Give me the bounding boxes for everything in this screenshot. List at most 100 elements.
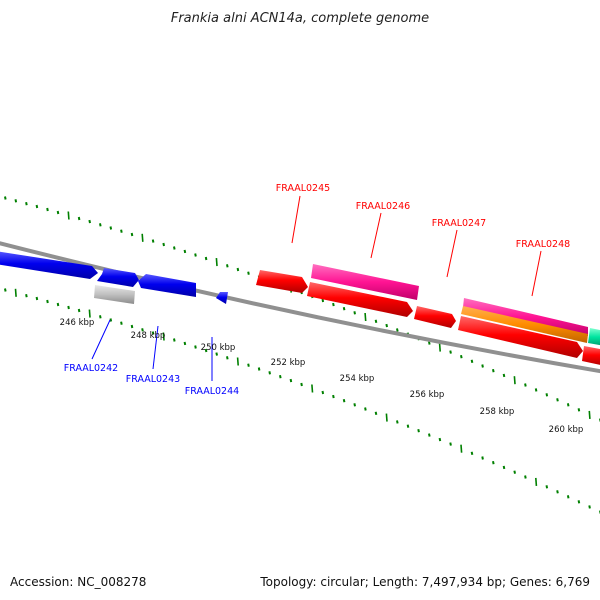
lower-track-minor-tick (99, 315, 102, 319)
upper-track-minor-tick (4, 196, 7, 200)
leader-line-fraal0248 (531, 250, 542, 297)
upper-track-minor-tick (449, 350, 452, 354)
upper-track-minor-tick (556, 398, 559, 402)
tick-label: 246 kbp (60, 318, 95, 328)
pink-feature-fraal0246[interactable] (311, 264, 419, 300)
upper-track-minor-tick (14, 199, 18, 203)
tick-label: 250 kbp (201, 343, 236, 353)
tick-labels: 246 kbp 248 kbp 250 kbp 252 kbp 254 kbp … (60, 318, 584, 435)
gene-feature-fraal0245[interactable] (256, 270, 308, 293)
lower-track-minor-tick (109, 318, 113, 322)
upper-track-major-tick (141, 233, 144, 242)
leader-line-fraal0245 (291, 195, 301, 244)
pink-feature-fraal0248[interactable] (463, 298, 588, 336)
lower-track-minor-tick (342, 399, 346, 403)
upper-track-minor-tick (204, 256, 208, 261)
lower-track-major-tick (14, 288, 17, 297)
lower-track-minor-tick (4, 288, 7, 292)
lower-tick-track (4, 288, 600, 514)
lower-track-minor-tick (151, 331, 155, 335)
lower-track-minor-tick (524, 475, 527, 479)
upper-track-minor-tick (470, 359, 474, 363)
lower-track-minor-tick (513, 470, 516, 474)
genome-summary-text: Topology: circular; Length: 7,497,934 bp… (259, 575, 590, 589)
lower-track-minor-tick (481, 456, 484, 460)
tick-label: 256 kbp (410, 390, 445, 400)
gene-label-fraal0247[interactable]: FRAAL0247 (432, 218, 486, 229)
gene-feature-fraal0244[interactable] (216, 292, 228, 304)
lower-track-minor-tick (279, 375, 282, 379)
lower-track-minor-tick (417, 429, 420, 433)
upper-track-minor-tick (99, 223, 102, 227)
gene-label-fraal0245[interactable]: FRAAL0245 (276, 183, 330, 194)
lower-track-minor-tick (77, 308, 81, 313)
features (0, 251, 600, 366)
lower-track-minor-tick (268, 371, 271, 375)
lower-track-major-tick (162, 332, 165, 341)
lower-track-minor-tick (204, 348, 208, 353)
lower-track-minor-tick (120, 321, 123, 325)
grey-feature[interactable] (94, 285, 135, 304)
upper-track-major-tick (513, 376, 516, 385)
upper-track-minor-tick (109, 226, 113, 230)
upper-track-major-tick (364, 312, 367, 322)
lower-track-major-tick (460, 444, 463, 453)
upper-track-minor-tick (524, 383, 527, 387)
upper-track-minor-tick (481, 364, 484, 368)
upper-track-minor-tick (77, 216, 81, 221)
lower-track-minor-tick (396, 420, 399, 424)
upper-track-major-tick (438, 343, 441, 352)
gene-labels: FRAAL0245 FRAAL0246 FRAAL0247 FRAAL0248 … (64, 183, 570, 397)
gene-feature-fraal0247[interactable] (414, 306, 456, 328)
gene-feature-partial[interactable] (582, 346, 600, 366)
gene-feature-fraal0241[interactable] (0, 251, 98, 279)
upper-track-minor-tick (247, 271, 250, 275)
tick-label: 258 kbp (480, 407, 515, 417)
lower-track-minor-tick (438, 437, 442, 442)
lower-track-minor-tick (406, 424, 410, 428)
lower-track-minor-tick (492, 461, 495, 465)
upper-track-minor-tick (321, 298, 325, 303)
upper-track-minor-tick (385, 323, 388, 328)
lower-track-minor-tick (470, 451, 474, 455)
gene-label-fraal0243[interactable]: FRAAL0243 (126, 374, 180, 385)
gene-feature-fraal0246[interactable] (307, 282, 413, 317)
lower-track-minor-tick (194, 345, 197, 349)
upper-track-minor-tick (566, 403, 570, 407)
gene-label-fraal0242[interactable]: FRAAL0242 (64, 363, 118, 374)
gene-feature-fraal0243[interactable] (138, 274, 196, 297)
map-title: Frankia alni ACN14a, complete genome (171, 11, 429, 26)
orange-feature[interactable] (461, 306, 588, 343)
lower-track-minor-tick (364, 407, 367, 411)
lower-track-minor-tick (183, 341, 187, 346)
upper-track-minor-tick (194, 253, 197, 257)
lower-track-minor-tick (130, 324, 134, 329)
lower-track-minor-tick (449, 442, 452, 446)
gene-label-fraal0244[interactable]: FRAAL0244 (185, 386, 239, 397)
gene-label-fraal0248[interactable]: FRAAL0248 (516, 239, 570, 250)
lower-track-major-tick (311, 384, 314, 393)
lower-track-minor-tick (566, 495, 570, 499)
lower-track-major-tick (88, 309, 91, 318)
upper-track-minor-tick (353, 311, 356, 315)
gene-feature-fraal0242[interactable] (97, 268, 139, 287)
lower-track-minor-tick (502, 465, 506, 470)
lower-track-major-tick (535, 477, 538, 486)
upper-track-major-tick (67, 211, 70, 220)
upper-track-minor-tick (396, 328, 399, 332)
upper-track-minor-tick (577, 408, 581, 412)
lower-track-minor-tick (56, 302, 60, 307)
lower-track-minor-tick (545, 485, 549, 489)
gene-feature-fraal0248[interactable] (458, 316, 583, 358)
lower-track-minor-tick (173, 338, 176, 342)
upper-track-minor-tick (374, 319, 378, 323)
gene-label-fraal0246[interactable]: FRAAL0246 (356, 201, 410, 212)
leader-line-fraal0242 (91, 319, 111, 360)
upper-track-minor-tick (151, 239, 155, 243)
lower-track-minor-tick (577, 500, 581, 504)
lower-track-major-tick (385, 413, 388, 422)
upper-track-minor-tick (236, 267, 240, 272)
teal-feature[interactable] (588, 328, 600, 346)
